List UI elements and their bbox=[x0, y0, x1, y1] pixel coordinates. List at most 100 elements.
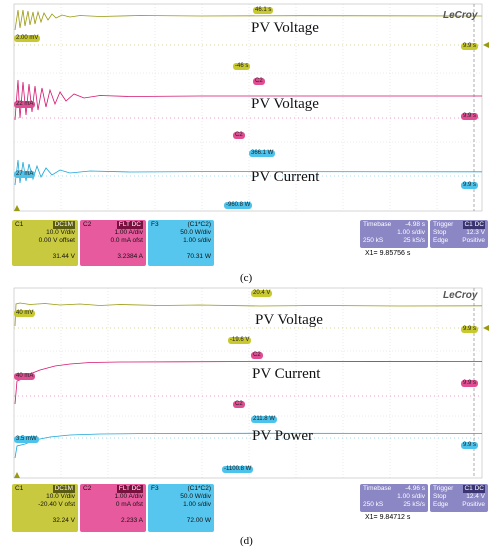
channel-marker-c2[interactable]: 40 mA bbox=[14, 373, 36, 380]
c1-value: 31.44 V bbox=[52, 253, 75, 260]
timebase-rate: 25 kS/s bbox=[403, 237, 425, 244]
c2-offset: 0 mA ofst bbox=[115, 501, 143, 508]
c2-vdiv: 1.00 A/div bbox=[114, 493, 143, 500]
channel-marker-f3[interactable]: 27 mA bbox=[14, 171, 36, 178]
brand-logo: LeCroy bbox=[443, 10, 478, 21]
scope-grid-c bbox=[13, 3, 489, 212]
timebase-box[interactable]: Timebase -4.96 s 1.00 s/div 250 kS 25 kS/s bbox=[360, 484, 428, 512]
f3-formula: (C1*C2) bbox=[187, 485, 211, 492]
mid-marker-1[interactable]: -46 s bbox=[233, 63, 251, 70]
right-marker-3[interactable]: 9.9 s bbox=[461, 442, 479, 449]
trigger-box[interactable]: Trigger C1 DC Stop 12.3 V Edge Positive bbox=[430, 220, 488, 248]
top-marker-2[interactable]: C2 bbox=[253, 78, 265, 85]
mid-marker-3[interactable]: -960.8 W bbox=[224, 202, 253, 209]
f3-value: 70.31 W bbox=[186, 253, 211, 260]
mid-marker-1[interactable]: -19.6 V bbox=[228, 337, 252, 344]
c2-flag: FLT DC bbox=[116, 221, 143, 229]
c2-info-box[interactable]: C2 FLT DC 1.00 A/div 0 mA ofst 2.233 A bbox=[80, 484, 146, 532]
c1-info-box[interactable]: C1 DC1M 10.0 V/div 0.00 V offset 31.44 V bbox=[12, 220, 78, 266]
cursor-readout: X1= 9.84712 s bbox=[365, 514, 411, 521]
trigger-label: Trigger bbox=[433, 485, 454, 492]
trace-label-3: PV Power bbox=[252, 428, 313, 444]
c1-info-box[interactable]: C1 DC1M 10.0 V/div -20.40 V ofst 32.24 V bbox=[12, 484, 78, 532]
right-marker-1[interactable]: 9.9 s bbox=[461, 326, 479, 333]
f3-info-box[interactable]: F3 (C1*C2) 50.0 W/div 1.00 s/div 72.00 W bbox=[148, 484, 214, 532]
c1-offset: 0.00 V offset bbox=[38, 237, 75, 244]
right-marker-3[interactable]: 9.9 s bbox=[461, 182, 479, 189]
top-marker-1[interactable]: 46.1 s bbox=[253, 7, 274, 14]
mid-marker-2[interactable]: C2 bbox=[233, 401, 245, 408]
scope-panel-c: LeCroy PV Voltage PV Voltage PV Current … bbox=[0, 0, 499, 272]
timebase-label: Timebase bbox=[363, 485, 392, 492]
trigger-slope: Positive bbox=[462, 237, 485, 244]
trigger-edge: Edge bbox=[433, 501, 449, 508]
trigger-arrow-icon bbox=[483, 42, 489, 48]
f3-vdiv: 50.0 W/div bbox=[180, 493, 211, 500]
right-marker-2[interactable]: 9.9 s bbox=[461, 113, 479, 120]
timebase-samples: 250 kS bbox=[363, 237, 384, 244]
trace-c1-c bbox=[14, 9, 483, 31]
channel-marker-c2[interactable]: 22 mA bbox=[14, 101, 36, 108]
timebase-offset: -4.96 s bbox=[405, 485, 425, 492]
trigger-arrow-icon bbox=[483, 325, 489, 331]
right-marker-2[interactable]: 9.9 s bbox=[461, 380, 479, 387]
f3-sdiv: 1.00 s/div bbox=[183, 501, 211, 508]
top-marker-3[interactable]: 211.8 W bbox=[251, 416, 277, 423]
trace-label-2: PV Voltage bbox=[251, 96, 319, 112]
trigger-state: Stop bbox=[433, 493, 447, 500]
trace-c2-c bbox=[14, 79, 482, 121]
c1-title: C1 bbox=[15, 221, 24, 228]
trace-label-3: PV Current bbox=[251, 169, 320, 185]
timebase-sdiv: 1.00 s/div bbox=[397, 493, 425, 500]
f3-title: F3 bbox=[151, 221, 159, 228]
timebase-sdiv: 1.00 s/div bbox=[397, 229, 425, 236]
scope-panel-d: LeCroy PV Voltage PV Current PV Power 40… bbox=[0, 286, 499, 534]
trace-f3-d bbox=[14, 432, 483, 459]
cursor-readout: X1= 9.85756 s bbox=[365, 250, 411, 257]
channel-marker-c1[interactable]: 40 mV bbox=[14, 310, 36, 317]
c2-vdiv: 1.00 A/div bbox=[114, 229, 143, 236]
f3-sdiv: 1.00 s/div bbox=[183, 237, 211, 244]
c1-mode: DC1M bbox=[52, 221, 75, 229]
channel-marker-f3[interactable]: 3.5 mW bbox=[14, 436, 39, 443]
trigger-edge: Edge bbox=[433, 237, 449, 244]
trigger-state: Stop bbox=[433, 229, 447, 236]
c1-vdiv: 10.0 V/div bbox=[46, 229, 75, 236]
trigger-pos-icon bbox=[14, 472, 20, 478]
caption-c: (c) bbox=[240, 272, 253, 284]
c1-mode: DC1M bbox=[52, 485, 75, 493]
trigger-ch: C1 DC bbox=[463, 485, 485, 493]
trace-label-1: PV Voltage bbox=[255, 312, 323, 328]
top-marker-1[interactable]: 20.4 V bbox=[251, 290, 273, 297]
timebase-rate: 25 kS/s bbox=[403, 501, 425, 508]
trace-f3-c bbox=[14, 159, 483, 186]
c2-flag: FLT DC bbox=[116, 485, 143, 493]
trigger-label: Trigger bbox=[433, 221, 454, 228]
mid-marker-3[interactable]: -1100.8 W bbox=[222, 466, 254, 473]
trace-label-2: PV Current bbox=[252, 366, 321, 382]
f3-value: 72.00 W bbox=[186, 517, 211, 524]
timebase-label: Timebase bbox=[363, 221, 392, 228]
top-marker-3[interactable]: 366.1 W bbox=[249, 150, 276, 157]
c2-info-box[interactable]: C2 FLT DC 1.00 A/div 0.0 mA ofst 3.2384 A bbox=[80, 220, 146, 266]
trigger-level: 12.3 V bbox=[466, 229, 485, 236]
trigger-slope: Positive bbox=[462, 501, 485, 508]
right-marker-1[interactable]: 9.9 s bbox=[461, 43, 479, 50]
mid-marker-2[interactable]: C2 bbox=[233, 132, 245, 139]
trigger-box[interactable]: Trigger C1 DC Stop 12.4 V Edge Positive bbox=[430, 484, 488, 512]
c1-vdiv: 10.0 V/div bbox=[46, 493, 75, 500]
c2-title: C2 bbox=[83, 221, 92, 228]
timebase-samples: 250 kS bbox=[363, 501, 384, 508]
channel-marker-c1[interactable]: 2.00 mV bbox=[14, 35, 41, 42]
timebase-offset: -4.98 s bbox=[405, 221, 425, 228]
top-marker-2[interactable]: C2 bbox=[251, 352, 263, 359]
trace-c1-d bbox=[14, 302, 483, 327]
c2-title: C2 bbox=[83, 485, 92, 492]
brand-logo: LeCroy bbox=[443, 290, 478, 301]
trigger-pos-icon bbox=[14, 205, 20, 211]
timebase-box[interactable]: Timebase -4.98 s 1.00 s/div 250 kS 25 kS/s bbox=[360, 220, 428, 248]
c2-value: 3.2384 A bbox=[117, 253, 143, 260]
f3-info-box[interactable]: F3 (C1*C2) 50.0 W/div 1.00 s/div 70.31 W bbox=[148, 220, 214, 266]
c1-offset: -20.40 V ofst bbox=[38, 501, 75, 508]
trace-label-1: PV Voltage bbox=[251, 20, 319, 36]
